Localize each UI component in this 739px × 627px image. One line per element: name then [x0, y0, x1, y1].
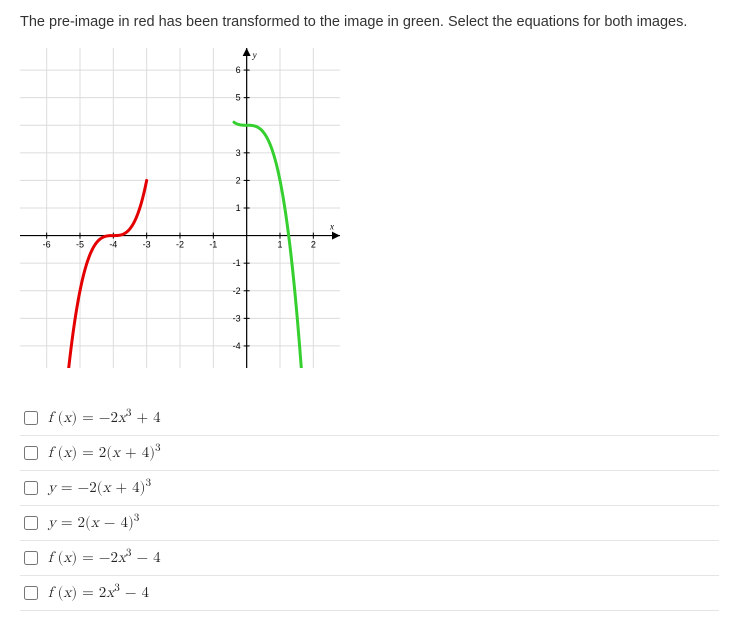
option-row: f (x) = −2x3 − 4 — [20, 541, 719, 576]
svg-text:3: 3 — [236, 148, 241, 158]
option-label[interactable]: y = 2(x − 4)3 — [48, 514, 139, 532]
svg-text:1: 1 — [236, 203, 241, 213]
svg-text:-4: -4 — [109, 240, 117, 250]
answer-options: f (x) = −2x3 + 4 f (x) = 2(x + 4)3 y = −2(… — [20, 401, 719, 611]
option-row: y = −2(x + 4)3 — [20, 471, 719, 506]
svg-text:2: 2 — [311, 240, 316, 250]
svg-text:1: 1 — [277, 240, 282, 250]
svg-text:-1: -1 — [209, 240, 217, 250]
svg-text:-6: -6 — [43, 240, 51, 250]
svg-text:-2: -2 — [176, 240, 184, 250]
option-checkbox[interactable] — [24, 516, 38, 530]
option-checkbox[interactable] — [24, 551, 38, 565]
option-checkbox[interactable] — [24, 586, 38, 600]
option-label[interactable]: y = −2(x + 4)3 — [48, 479, 151, 497]
option-label[interactable]: f (x) = 2x3 − 4 — [48, 584, 149, 602]
svg-text:-4: -4 — [233, 341, 241, 351]
option-row: f (x) = −2x3 + 4 — [20, 401, 719, 436]
option-checkbox[interactable] — [24, 446, 38, 460]
option-checkbox[interactable] — [24, 411, 38, 425]
option-label[interactable]: f (x) = 2(x + 4)3 — [48, 444, 161, 462]
option-row: y = 2(x − 4)3 — [20, 506, 719, 541]
graph-container: -6 -5 -4 -3 -2 -1 1 2 -4 -3 -2 -1 1 2 3 5 6 x y — [20, 48, 719, 371]
option-label[interactable]: f (x) = −2x3 + 4 — [48, 409, 161, 427]
svg-text:2: 2 — [236, 175, 241, 185]
option-row: f (x) = 2(x + 4)3 — [20, 436, 719, 471]
svg-text:x: x — [329, 222, 334, 232]
svg-text:-3: -3 — [233, 313, 241, 323]
svg-text:-5: -5 — [76, 240, 84, 250]
option-checkbox[interactable] — [24, 481, 38, 495]
svg-text:5: 5 — [236, 93, 241, 103]
svg-text:-3: -3 — [143, 240, 151, 250]
graph-svg: -6 -5 -4 -3 -2 -1 1 2 -4 -3 -2 -1 1 2 3 5 6 x y — [20, 48, 340, 368]
option-row: f (x) = 2x3 − 4 — [20, 576, 719, 611]
svg-text:-2: -2 — [233, 286, 241, 296]
svg-text:-1: -1 — [233, 258, 241, 268]
svg-text:6: 6 — [236, 65, 241, 75]
question-prompt: The pre-image in red has been transforme… — [20, 14, 719, 30]
option-label[interactable]: f (x) = −2x3 − 4 — [48, 549, 161, 567]
svg-text:y: y — [252, 50, 257, 60]
